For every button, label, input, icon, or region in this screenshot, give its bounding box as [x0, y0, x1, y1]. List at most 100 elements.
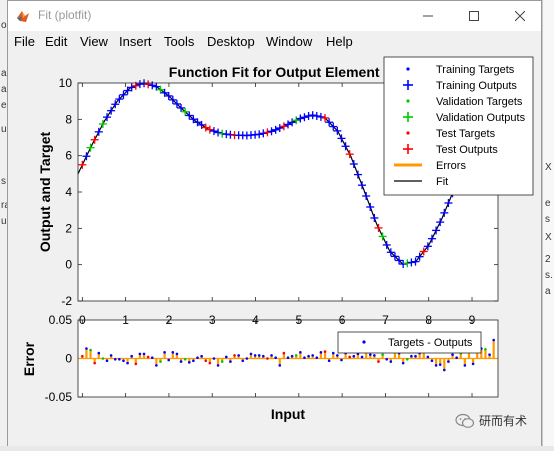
error-marker — [426, 355, 430, 359]
menu-desktop[interactable]: Desktop — [207, 34, 255, 49]
error-marker — [113, 357, 117, 361]
target-marker — [101, 122, 104, 126]
target-marker — [274, 128, 277, 131]
error-marker — [410, 354, 413, 358]
menu-view[interactable]: View — [80, 34, 108, 49]
error-marker — [241, 359, 245, 363]
error-marker — [196, 356, 199, 360]
target-marker — [188, 114, 191, 117]
legend-label: Errors — [436, 160, 466, 172]
background-text-fragment: a — [545, 286, 551, 297]
error-marker — [249, 352, 253, 356]
legend-label: Test Outputs — [436, 144, 498, 156]
legend-marker — [406, 131, 410, 135]
error-marker — [89, 348, 92, 352]
error-marker — [233, 354, 236, 357]
target-marker — [430, 237, 434, 240]
watermark: 研而有术 — [455, 412, 527, 429]
menu-insert[interactable]: Insert — [119, 34, 152, 49]
target-marker — [122, 93, 125, 96]
error-marker — [471, 362, 475, 366]
menu-window[interactable]: Window — [266, 34, 313, 49]
error-y-tick-label: 0 — [65, 352, 72, 366]
target-marker — [200, 123, 203, 127]
target-marker — [171, 98, 174, 101]
target-marker — [377, 226, 380, 230]
target-marker — [418, 255, 421, 258]
menu-file[interactable]: File — [14, 34, 35, 49]
target-marker — [295, 119, 298, 122]
error-marker — [455, 356, 458, 360]
error-marker — [183, 357, 187, 361]
target-marker — [286, 123, 290, 126]
background-text-fragment: u — [1, 216, 7, 227]
y-tick-label: -2 — [61, 294, 72, 308]
target-marker — [447, 201, 450, 205]
error-marker — [352, 354, 356, 358]
target-marker — [344, 145, 347, 148]
legend-marker — [406, 99, 410, 103]
error-marker — [315, 356, 319, 360]
maximize-button[interactable] — [451, 1, 496, 31]
target-marker — [105, 116, 109, 119]
target-marker — [114, 103, 117, 106]
y-tick-label: 0 — [65, 258, 72, 272]
target-marker — [196, 121, 199, 124]
background-text-fragment: a — [1, 68, 7, 79]
background-text-fragment: X — [545, 232, 552, 243]
target-marker — [340, 137, 343, 140]
target-marker — [110, 109, 113, 112]
error-marker — [484, 347, 487, 351]
legend-label: Validation Targets — [436, 96, 523, 108]
error-marker — [150, 356, 154, 360]
title-bar[interactable]: Fit (plotfit) — [8, 1, 541, 31]
error-marker — [216, 364, 220, 367]
error-marker — [159, 360, 162, 363]
menu-edit[interactable]: Edit — [45, 34, 68, 49]
error-marker — [105, 359, 109, 363]
legend-label: Training Outputs — [436, 80, 517, 92]
error-marker — [109, 354, 113, 357]
target-marker — [212, 129, 216, 133]
y-tick-label: 2 — [65, 221, 72, 235]
menu-tools[interactable]: Tools — [164, 34, 195, 49]
error-marker — [443, 368, 446, 372]
error-marker — [438, 363, 442, 366]
target-marker — [179, 106, 183, 110]
error-marker — [171, 351, 175, 354]
error-marker — [122, 359, 125, 363]
error-marker — [270, 354, 273, 357]
error-marker — [130, 354, 133, 358]
close-button[interactable] — [497, 1, 542, 31]
error-legend-label: Targets - Outputs — [388, 337, 473, 349]
target-marker — [356, 173, 360, 176]
main-legend[interactable]: Training Targets Training Outputs Validati… — [383, 56, 534, 196]
target-marker — [303, 116, 306, 119]
error-marker — [253, 354, 257, 357]
target-marker — [393, 255, 397, 258]
background-text-fragment: s. — [545, 270, 553, 281]
error-marker — [274, 356, 277, 360]
background-text-fragment: 2 — [545, 254, 551, 265]
target-marker — [282, 125, 285, 128]
legend-label: Test Targets — [436, 128, 496, 140]
background-text-fragment: X — [545, 162, 552, 173]
minimize-button[interactable] — [405, 1, 450, 31]
error-marker — [451, 353, 454, 356]
target-marker — [369, 205, 372, 209]
error-legend[interactable]: Targets - Outputs — [337, 331, 482, 354]
target-marker — [204, 126, 207, 129]
error-marker — [492, 338, 495, 342]
error-marker — [204, 359, 208, 363]
error-marker — [167, 358, 171, 362]
target-marker — [118, 97, 121, 101]
lower-y-axis-label: Error — [21, 341, 37, 376]
error-marker — [385, 357, 389, 361]
error-marker — [401, 361, 405, 365]
matlab-icon — [17, 11, 29, 22]
error-marker — [414, 354, 417, 358]
target-marker — [167, 94, 170, 98]
menu-help[interactable]: Help — [326, 34, 353, 49]
target-marker — [332, 125, 335, 128]
